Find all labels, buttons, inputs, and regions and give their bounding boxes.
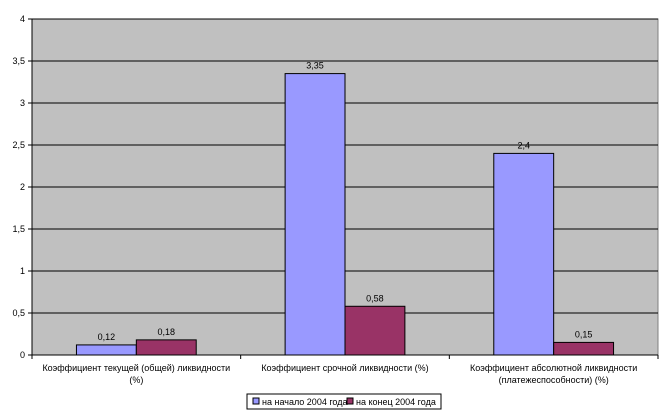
legend-swatch: [252, 397, 260, 405]
x-category-label: (платежеспособности) (%): [499, 375, 609, 385]
y-tick-label: 1,5: [12, 224, 25, 234]
legend-swatch: [346, 397, 354, 405]
x-axis: Коэффициент текущей (общей) ликвидности (…: [31, 354, 659, 385]
y-tick-label: 3: [20, 98, 25, 108]
x-category-label: (%): [129, 375, 143, 385]
legend-entry: на начало 2004 года: [262, 397, 347, 407]
x-category-label: Коэффициент текущей (общей) ликвидности: [42, 363, 230, 373]
bar: [135, 339, 197, 356]
bar: [284, 73, 346, 356]
legend: на начало 2004 года на конец 2004 года: [246, 393, 442, 410]
data-label: 0,15: [575, 329, 593, 339]
y-tick-label: 2: [20, 182, 25, 192]
data-label: 0,12: [98, 332, 116, 342]
data-label: 3,35: [306, 61, 324, 71]
y-tick-label: 3,5: [12, 56, 25, 66]
bar: [493, 152, 555, 356]
data-label: 0,58: [366, 293, 384, 303]
y-tick-label: 0: [20, 350, 25, 360]
x-category-label: Коэффициент абсолютной ликвидности: [470, 363, 637, 373]
legend-box: [246, 393, 442, 410]
legend-entry: на конец 2004 года: [356, 397, 436, 407]
bar: [553, 341, 615, 356]
data-label: 2,4: [517, 140, 530, 150]
data-label: 0,18: [158, 327, 176, 337]
x-category-label: Коэффициент срочной ликвидности (%): [261, 363, 428, 373]
y-axis: 0 0,5 1 1,5 2 2,5 3 3,5 4: [12, 14, 33, 360]
y-tick-label: 1: [20, 266, 25, 276]
y-tick-label: 0,5: [12, 308, 25, 318]
y-tick-label: 4: [20, 14, 25, 24]
y-tick-label: 2,5: [12, 140, 25, 150]
bar: [75, 344, 137, 356]
bar: [344, 305, 406, 356]
bars: 0,12 0,18 3,35 0,58 2,4 0,15: [75, 61, 615, 356]
